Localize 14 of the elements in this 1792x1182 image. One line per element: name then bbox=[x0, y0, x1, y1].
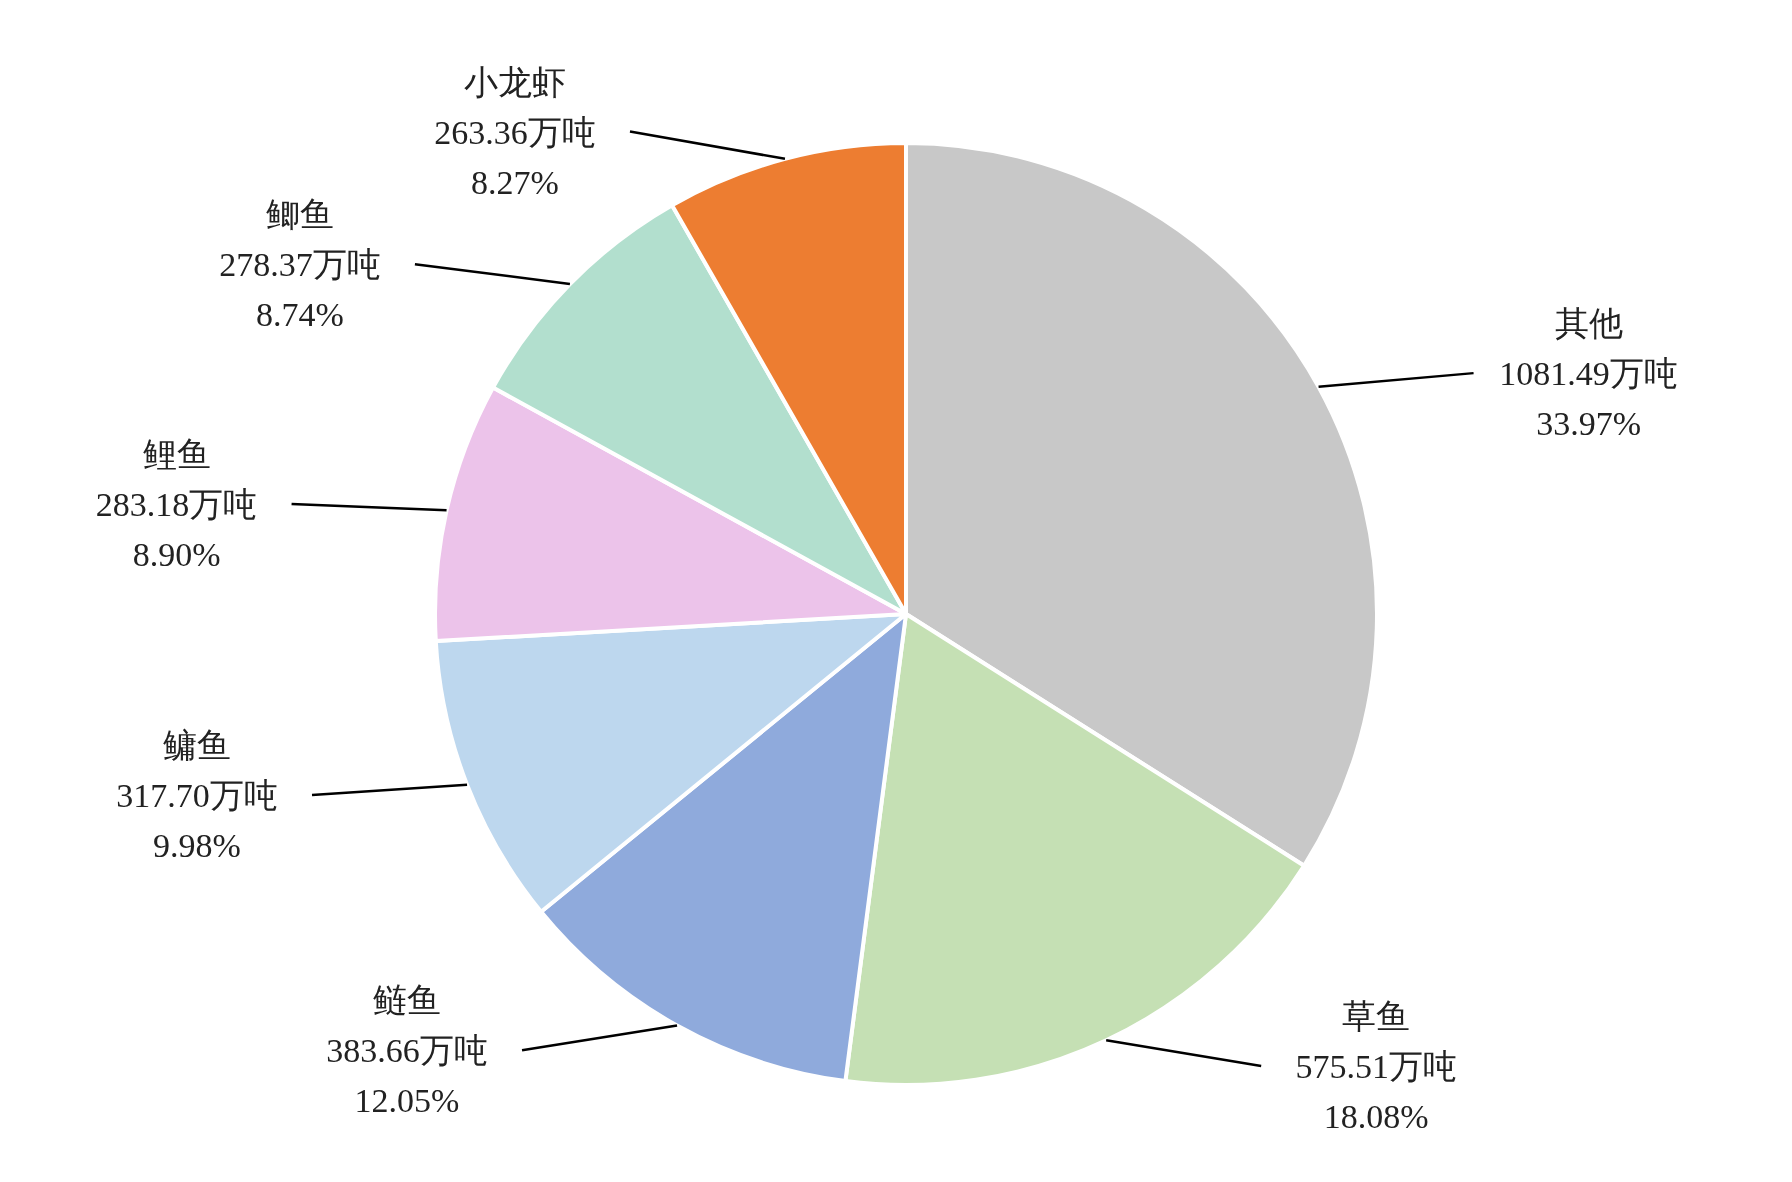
data-label: 575.51万吨 18.08% bbox=[1295, 1047, 1457, 1135]
slice-label: 鳙鱼 bbox=[163, 726, 232, 764]
data-label: 383.66万吨 12.05% bbox=[326, 1032, 488, 1120]
data-label: 317.70万吨 9.98% bbox=[116, 776, 278, 864]
data-label: 263.36万吨 8.27% bbox=[434, 113, 596, 201]
slice-label: 小龙虾 bbox=[463, 63, 566, 101]
slice-label: 鲫鱼 bbox=[265, 196, 334, 234]
slice-label: 草鱼 bbox=[1342, 997, 1411, 1035]
data-label: 278.37万吨 8.74% bbox=[219, 246, 381, 334]
data-label: 283.18万吨 8.90% bbox=[95, 486, 258, 574]
slice-label: 鲤鱼 bbox=[142, 436, 211, 474]
slice-label: 其他 bbox=[1554, 305, 1623, 343]
slice-label: 鲢鱼 bbox=[373, 982, 442, 1020]
data-label: 1081.49万吨 33.97% bbox=[1499, 355, 1678, 443]
